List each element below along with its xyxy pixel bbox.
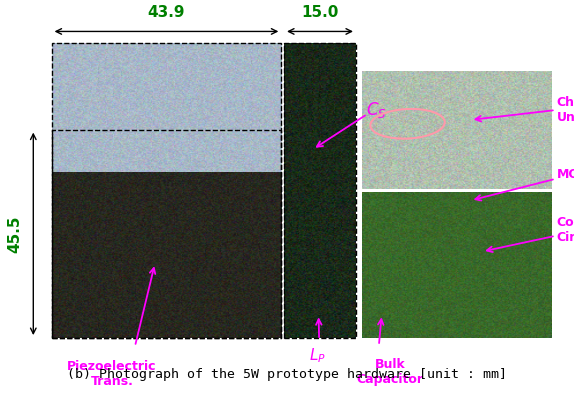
Text: MOSFETs: MOSFETs: [557, 168, 574, 182]
Text: Control
Circuitry: Control Circuitry: [557, 216, 574, 244]
Text: 45.5: 45.5: [7, 215, 22, 253]
Text: $L_P$: $L_P$: [309, 347, 326, 365]
Text: Piezoelectric
Trans.: Piezoelectric Trans.: [67, 360, 157, 387]
Bar: [284, 43, 356, 338]
Text: Bulk
Capacitor: Bulk Capacitor: [357, 358, 424, 386]
Text: 43.9: 43.9: [148, 5, 185, 20]
Bar: [52, 130, 281, 338]
Text: (b) Photograph of the 5W prototype hardware [unit : mm]: (b) Photograph of the 5W prototype hardw…: [67, 368, 507, 381]
Text: $C_S$: $C_S$: [366, 100, 387, 120]
Text: 15.0: 15.0: [301, 5, 339, 20]
Bar: [52, 43, 281, 338]
Text: Charging
Unit: Charging Unit: [557, 96, 574, 124]
